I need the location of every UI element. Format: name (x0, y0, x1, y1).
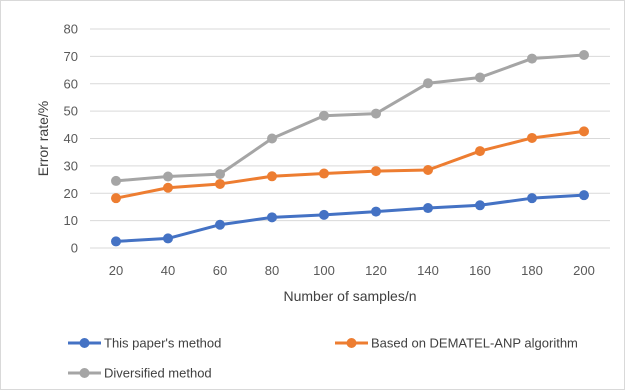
data-point (319, 168, 329, 179)
data-point (371, 108, 381, 119)
y-tick-label: 10 (64, 213, 78, 228)
data-point (215, 178, 225, 189)
data-point (163, 182, 173, 193)
data-point (215, 169, 225, 180)
series-line (114, 193, 586, 243)
legend-label: Based on DEMATEL-ANP algorithm (371, 336, 578, 351)
legend: This paper's method Based on DEMATEL-ANP … (68, 336, 578, 381)
data-point (111, 236, 121, 247)
y-tick-label: 30 (64, 158, 78, 173)
x-tick-label: 60 (213, 263, 227, 278)
data-point (111, 193, 121, 204)
series-line (114, 53, 586, 183)
series-1 (111, 190, 589, 247)
data-point (163, 233, 173, 244)
x-tick-label: 80 (265, 263, 279, 278)
legend-item: This paper's method (68, 336, 221, 351)
x-tick-label: 180 (521, 263, 543, 278)
data-point (527, 132, 537, 143)
series-line (114, 129, 586, 200)
data-point (163, 171, 173, 182)
legend-label: This paper's method (104, 336, 221, 351)
y-tick-label: 70 (64, 49, 78, 64)
data-point (475, 72, 485, 83)
x-axis-title: Number of samples/n (283, 288, 416, 304)
data-point (319, 209, 329, 220)
y-tick-label: 0 (71, 241, 78, 256)
legend-marker (346, 338, 357, 348)
legend-marker (79, 338, 90, 348)
x-tick-label: 140 (417, 263, 439, 278)
legend-item: Diversified method (68, 366, 212, 381)
y-tick-label: 60 (64, 76, 78, 91)
data-point (319, 110, 329, 121)
data-point (267, 133, 277, 144)
data-point (423, 203, 433, 214)
gridlines (90, 28, 610, 249)
data-point (267, 212, 277, 223)
series-2 (111, 126, 589, 204)
data-point (527, 193, 537, 204)
x-tick-label: 100 (313, 263, 335, 278)
data-point (267, 171, 277, 182)
legend-marker (79, 368, 90, 378)
legend-item: Based on DEMATEL-ANP algorithm (335, 336, 578, 351)
data-point (371, 206, 381, 217)
data-point (111, 175, 121, 186)
x-axis-ticks: 20 40 60 80 100 120 140 160 180 200 (109, 263, 595, 278)
data-point (423, 78, 433, 89)
data-point (475, 200, 485, 211)
y-tick-label: 50 (64, 104, 78, 119)
x-tick-label: 40 (161, 263, 175, 278)
data-point (371, 166, 381, 177)
y-axis-title: Error rate/% (35, 101, 51, 176)
series-3 (111, 50, 589, 186)
x-tick-label: 120 (365, 263, 387, 278)
data-point (527, 53, 537, 64)
data-point (423, 164, 433, 175)
data-point (215, 219, 225, 230)
x-tick-label: 20 (109, 263, 123, 278)
legend-label: Diversified method (104, 366, 212, 381)
data-point (579, 126, 589, 137)
x-tick-label: 160 (469, 263, 491, 278)
data-point (579, 190, 589, 201)
y-tick-label: 40 (64, 131, 78, 146)
y-tick-label: 20 (64, 186, 78, 201)
data-point (475, 146, 485, 157)
y-tick-label: 80 (64, 22, 78, 37)
data-point (579, 50, 589, 61)
series-group (111, 50, 589, 247)
y-axis-ticks: 0 10 20 30 40 50 60 70 80 (64, 22, 78, 256)
x-tick-label: 200 (573, 263, 595, 278)
